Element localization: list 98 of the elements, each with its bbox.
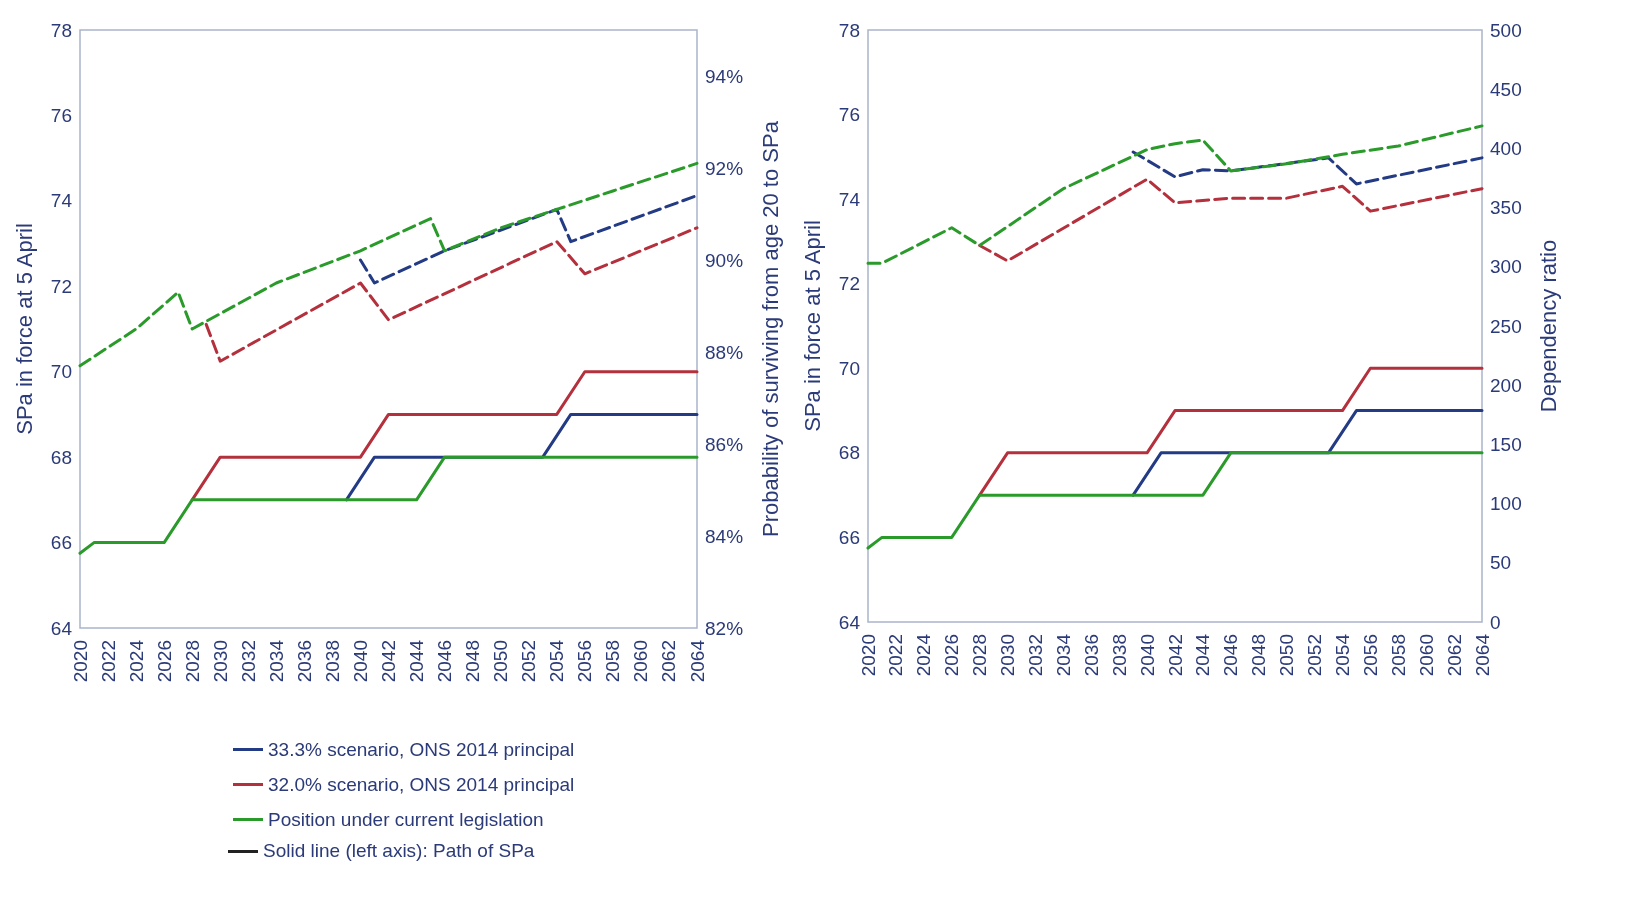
y2-tick-label: 350 (1490, 197, 1522, 219)
x-tick-label: 2058 (1387, 634, 1409, 677)
x-tick-label: 2052 (518, 640, 540, 683)
x-tick-label: 2046 (434, 640, 456, 683)
x-tick-label: 2040 (349, 640, 371, 683)
y2-tick-label: 50 (1490, 552, 1512, 574)
y2-tick-label: 400 (1490, 137, 1522, 159)
legend-label: Position under current legislation (268, 809, 544, 830)
line-series (978, 366, 1484, 497)
x-tick-label: 2030 (209, 640, 231, 683)
x-tick-label: 2064 (686, 639, 708, 683)
y-tick-label: 70 (838, 357, 860, 379)
y2-tick-label: 84% (705, 525, 744, 547)
line-series (358, 194, 699, 285)
x-tick-label: 2036 (1080, 634, 1102, 677)
line-series (204, 226, 699, 363)
x-tick-label: 2044 (1192, 633, 1214, 677)
x-tick-label: 2022 (97, 640, 119, 683)
x-tick-label: 2036 (293, 640, 315, 683)
y-axis-title: SPa in force at 5 April (799, 220, 825, 432)
x-tick-label: 2032 (1024, 634, 1046, 677)
y2-tick-label: 500 (1490, 19, 1522, 41)
y2-tick-label: 150 (1490, 433, 1522, 455)
x-tick-label: 2062 (1443, 634, 1465, 677)
legend-label: 32.0% scenario, ONS 2014 principal (268, 774, 575, 795)
legend-label: 33.3% scenario, ONS 2014 principal (268, 739, 575, 760)
x-tick-label: 2022 (885, 634, 907, 677)
x-tick-label: 2046 (1220, 634, 1242, 677)
y2-tick-label: 90% (705, 249, 744, 271)
y-tick-label: 78 (50, 19, 72, 41)
y2-tick-label: 0 (1490, 611, 1501, 633)
x-tick-label: 2038 (1108, 634, 1130, 677)
y-tick-label: 72 (50, 275, 72, 297)
y-tick-label: 66 (50, 532, 72, 554)
y-tick-label: 78 (838, 19, 860, 41)
x-tick-label: 2034 (265, 639, 287, 683)
x-tick-label: 2020 (69, 640, 91, 683)
y-tick-label: 68 (50, 446, 72, 468)
x-tick-label: 2034 (1052, 633, 1074, 677)
y-tick-label: 76 (50, 104, 72, 126)
x-tick-label: 2026 (153, 640, 175, 683)
x-tick-label: 2054 (1331, 633, 1353, 677)
y-tick-label: 72 (838, 273, 860, 295)
x-tick-label: 2048 (462, 640, 484, 683)
y2-tick-label: 86% (705, 433, 744, 455)
line-series (866, 451, 1484, 550)
x-tick-label: 2060 (630, 640, 652, 683)
y2-tick-label: 250 (1490, 315, 1522, 337)
y2-axis-title: Probability of surviving from age 20 to SPa (757, 120, 783, 537)
line-series (78, 455, 699, 555)
x-tick-label: 2024 (125, 639, 147, 683)
x-tick-label: 2032 (237, 640, 259, 683)
x-tick-label: 2020 (857, 634, 879, 677)
y2-tick-label: 200 (1490, 374, 1522, 396)
x-tick-label: 2038 (321, 640, 343, 683)
x-tick-label: 2062 (658, 640, 680, 683)
y2-tick-label: 82% (705, 617, 744, 639)
y-tick-label: 74 (838, 188, 861, 210)
y-tick-label: 64 (50, 617, 73, 639)
x-tick-label: 2052 (1304, 634, 1326, 677)
x-tick-label: 2056 (574, 640, 596, 683)
y-tick-label: 70 (50, 361, 72, 383)
x-tick-label: 2028 (969, 634, 991, 677)
x-tick-label: 2030 (997, 634, 1019, 677)
y-tick-label: 76 (838, 104, 860, 126)
x-tick-label: 2028 (181, 640, 203, 683)
line-series (866, 124, 1484, 265)
x-tick-label: 2040 (1136, 634, 1158, 677)
x-tick-label: 2026 (941, 634, 963, 677)
line-series (190, 370, 699, 502)
x-tick-label: 2058 (602, 640, 624, 683)
y-tick-label: 64 (838, 611, 861, 633)
y2-tick-label: 450 (1490, 78, 1522, 100)
y2-tick-label: 100 (1490, 493, 1522, 515)
x-tick-label: 2064 (1471, 633, 1493, 677)
y-axis-title: SPa in force at 5 April (11, 223, 37, 435)
x-tick-label: 2056 (1359, 634, 1381, 677)
x-tick-label: 2060 (1415, 634, 1437, 677)
line-series (1131, 150, 1484, 186)
y2-axis-title: Dependency ratio (1535, 239, 1561, 413)
y-tick-label: 68 (838, 442, 860, 464)
line-series (978, 177, 1484, 263)
x-tick-label: 2044 (406, 639, 428, 683)
y2-tick-label: 92% (705, 157, 744, 179)
y2-tick-label: 94% (705, 65, 744, 87)
y-tick-label: 66 (838, 526, 860, 548)
line-series (78, 161, 699, 368)
x-tick-label: 2054 (546, 639, 568, 683)
x-tick-label: 2042 (1164, 634, 1186, 677)
y2-tick-label: 88% (705, 341, 744, 363)
x-tick-label: 2042 (378, 640, 399, 683)
x-tick-label: 2050 (490, 640, 512, 683)
x-tick-label: 2048 (1248, 634, 1270, 677)
x-tick-label: 2024 (913, 633, 935, 677)
y2-tick-label: 300 (1490, 256, 1522, 278)
y-tick-label: 74 (50, 190, 73, 212)
text: Solid line (left axis): Path of SPa (263, 840, 535, 862)
x-tick-label: 2050 (1276, 634, 1298, 677)
